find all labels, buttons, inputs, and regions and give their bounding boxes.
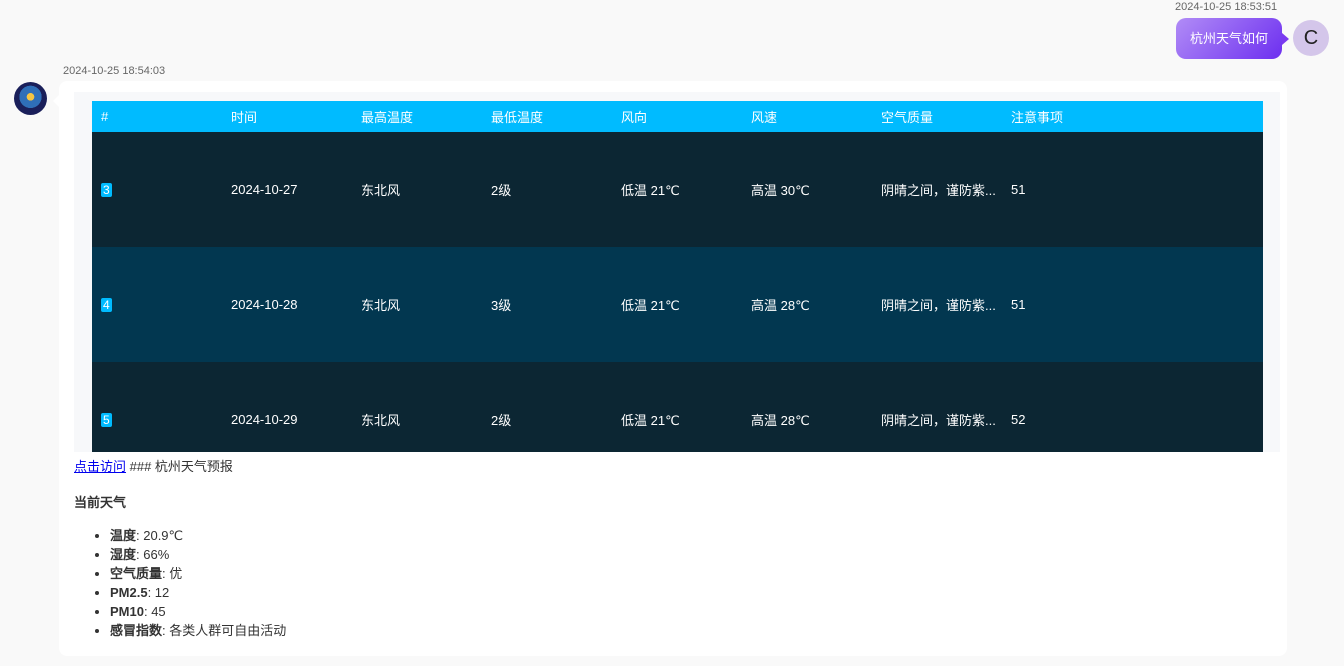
list-item: 感冒指数: 各类人群可自由活动: [110, 621, 286, 640]
section-title: 当前天气: [74, 495, 127, 510]
cell-text: 2024-10-28: [231, 297, 298, 312]
cell-text: 2024-10-27: [231, 182, 298, 197]
bot-message-bubble: # 时间 最高温度 最低温度 风向 风速 空气质量 注意事项 3 2024-10-27 东北风 2级…: [53, 81, 1287, 656]
bot-avatar: [14, 82, 47, 115]
table-cell: 3级: [482, 247, 612, 362]
row-index-badge: 4: [101, 298, 112, 312]
cell-text: 低温 21℃: [621, 183, 680, 198]
row-index-badge: 5: [101, 413, 112, 427]
cell-text: 2级: [491, 183, 512, 198]
table-row: 5 2024-10-29 东北风 2级 低温 21℃ 高温 28℃ 阴晴之间，谨防紫... 5…: [92, 362, 1263, 452]
table-cell: 阴晴之间，谨防紫...: [872, 247, 1002, 362]
column-header: 空气质量: [872, 101, 1002, 132]
list-item: 温度: 20.9℃: [110, 526, 286, 545]
column-header: 注意事项: [1002, 101, 1263, 132]
column-header: 时间: [222, 101, 352, 132]
item-label: 湿度: [110, 547, 137, 562]
list-item: 空气质量: 优: [110, 564, 286, 583]
table-cell: 东北风: [352, 247, 482, 362]
table-cell: 5: [92, 362, 222, 452]
message-content: 点击访问 ### 杭州天气预报 当前天气 温度: 20.9℃湿度: 66%空气质…: [74, 457, 286, 640]
item-label: PM10: [110, 604, 144, 619]
list-item: PM10: 45: [110, 602, 286, 621]
table-cell: 2级: [482, 132, 612, 247]
table-cell: 东北风: [352, 132, 482, 247]
table-header-row: # 时间 最高温度 最低温度 风向 风速 空气质量 注意事项: [92, 101, 1263, 132]
cell-text: 51: [1011, 182, 1026, 197]
markdown-heading-text: ### 杭州天气预报: [126, 459, 233, 474]
column-header: 风向: [612, 101, 742, 132]
item-value: : 12: [147, 585, 170, 600]
table-cell: 东北风: [352, 362, 482, 452]
item-value: : 各类人群可自由活动: [162, 623, 287, 638]
table-cell: 高温 28℃: [742, 247, 872, 362]
cell-text: 东北风: [361, 183, 401, 198]
table-cell: 4: [92, 247, 222, 362]
list-item: 湿度: 66%: [110, 545, 286, 564]
table-cell: 低温 21℃: [612, 247, 742, 362]
list-item: PM2.5: 12: [110, 583, 286, 602]
column-header: #: [92, 101, 222, 132]
user-avatar[interactable]: C: [1293, 20, 1329, 56]
column-header: 风速: [742, 101, 872, 132]
table-cell: 阴晴之间，谨防紫...: [872, 132, 1002, 247]
cell-text: 2024-10-29: [231, 412, 298, 427]
cell-text: 51: [1011, 297, 1026, 312]
item-label: 空气质量: [110, 566, 163, 581]
item-value: : 45: [143, 604, 166, 619]
forecast-table: # 时间 最高温度 最低温度 风向 风速 空气质量 注意事项 3 2024-10-27 东北风 2级…: [92, 101, 1263, 452]
weather-list: 温度: 20.9℃湿度: 66%空气质量: 优PM2.5: 12PM10: 45…: [74, 526, 286, 640]
visit-link[interactable]: 点击访问: [74, 459, 127, 474]
cell-text: 东北风: [361, 298, 401, 313]
cell-text: 低温 21℃: [621, 298, 680, 313]
row-index-badge: 3: [101, 183, 112, 197]
column-header: 最低温度: [482, 101, 612, 132]
table-cell: 2024-10-29: [222, 362, 352, 452]
table-cell: 51: [1002, 132, 1263, 247]
table-cell: 2级: [482, 362, 612, 452]
cell-text: 2级: [491, 413, 512, 428]
table-cell: 51: [1002, 247, 1263, 362]
bot-timestamp: 2024-10-25 18:54:03: [63, 65, 166, 77]
table-row: 4 2024-10-28 东北风 3级 低温 21℃ 高温 28℃ 阴晴之间，谨防紫... 5…: [92, 247, 1263, 362]
item-label: PM2.5: [110, 585, 148, 600]
table-cell: 2024-10-28: [222, 247, 352, 362]
table-cell: 3: [92, 132, 222, 247]
table-cell: 高温 30℃: [742, 132, 872, 247]
cell-text: 52: [1011, 412, 1026, 427]
column-header: 最高温度: [352, 101, 482, 132]
cell-text: 阴晴之间，谨防紫...: [881, 413, 996, 428]
cell-text: 3级: [491, 298, 512, 313]
cell-text: 高温 28℃: [751, 298, 810, 313]
table-cell: 低温 21℃: [612, 132, 742, 247]
table-cell: 52: [1002, 362, 1263, 452]
item-label: 感冒指数: [110, 623, 163, 638]
table-cell: 低温 21℃: [612, 362, 742, 452]
table-row: 3 2024-10-27 东北风 2级 低温 21℃ 高温 30℃ 阴晴之间，谨防紫... 5…: [92, 132, 1263, 247]
table-cell: 高温 28℃: [742, 362, 872, 452]
item-label: 温度: [110, 528, 137, 543]
cell-text: 高温 28℃: [751, 413, 810, 428]
cell-text: 东北风: [361, 413, 401, 428]
table-cell: 2024-10-27: [222, 132, 352, 247]
cell-text: 阴晴之间，谨防紫...: [881, 183, 996, 198]
item-value: : 66%: [136, 547, 170, 562]
cell-text: 低温 21℃: [621, 413, 680, 428]
item-value: : 20.9℃: [136, 528, 184, 543]
cell-text: 阴晴之间，谨防紫...: [881, 298, 996, 313]
user-message-bubble: 杭州天气如何: [1176, 18, 1290, 59]
cell-text: 高温 30℃: [751, 183, 810, 198]
item-value: : 优: [162, 566, 183, 581]
forecast-table-container[interactable]: # 时间 最高温度 最低温度 风向 风速 空气质量 注意事项 3 2024-10-27 东北风 2级…: [74, 92, 1280, 452]
table-cell: 阴晴之间，谨防紫...: [872, 362, 1002, 452]
user-timestamp: 2024-10-25 18:53:51: [1175, 1, 1278, 13]
